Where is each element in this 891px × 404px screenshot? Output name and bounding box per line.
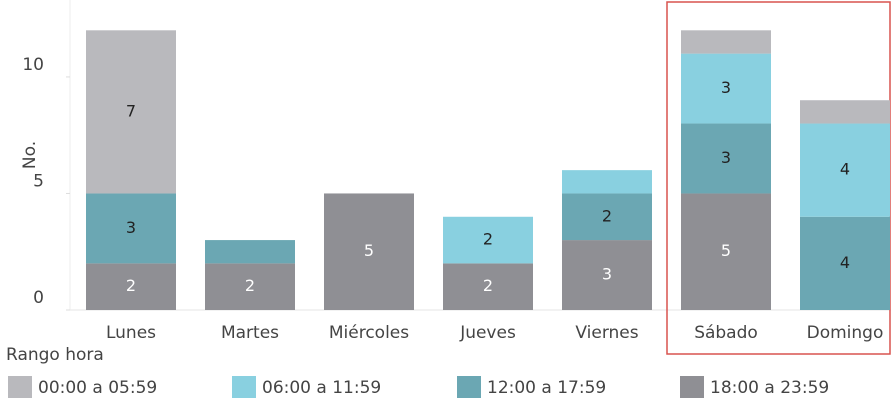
bar-segment bbox=[681, 193, 771, 310]
bar-segment bbox=[562, 240, 652, 310]
bar-segment bbox=[86, 263, 176, 310]
bar-segment bbox=[681, 53, 771, 124]
bar-segment bbox=[86, 193, 176, 264]
legend-swatch bbox=[232, 376, 256, 398]
bar-segment bbox=[681, 30, 771, 54]
legend-swatch bbox=[457, 376, 481, 398]
x-tick-label: Sábado bbox=[694, 323, 758, 343]
bar-segment bbox=[443, 263, 533, 310]
x-tick-label: Martes bbox=[221, 323, 279, 343]
data-label: 5 bbox=[364, 241, 374, 260]
bar-segment bbox=[86, 30, 176, 194]
bar-segment bbox=[324, 193, 414, 310]
legend-label: 00:00 a 05:59 bbox=[38, 378, 157, 398]
data-label: 3 bbox=[721, 148, 731, 167]
bar-segment bbox=[800, 216, 890, 310]
bar-segment bbox=[205, 263, 295, 310]
data-label: 2 bbox=[126, 276, 136, 295]
bar-segment bbox=[562, 193, 652, 241]
y-tick-label: 5 bbox=[33, 171, 44, 191]
y-tick-label: 10 bbox=[22, 55, 44, 75]
bar-segment bbox=[205, 240, 295, 264]
bar-segment bbox=[800, 100, 890, 124]
x-tick-label: Viernes bbox=[575, 323, 638, 343]
x-tick-label: Miércoles bbox=[329, 323, 409, 343]
data-label: 3 bbox=[126, 218, 136, 237]
bar-segment bbox=[443, 216, 533, 264]
legend-swatch bbox=[680, 376, 704, 398]
x-tick-label: Domingo bbox=[807, 323, 884, 343]
y-axis-label: No. bbox=[20, 141, 40, 169]
data-label: 3 bbox=[721, 78, 731, 97]
legend-swatch bbox=[8, 376, 32, 398]
data-label: 3 bbox=[602, 265, 612, 284]
data-label: 2 bbox=[483, 276, 493, 295]
legend-title: Rango hora bbox=[6, 345, 104, 365]
legend-label: 18:00 a 23:59 bbox=[710, 378, 829, 398]
legend-label: 12:00 a 17:59 bbox=[487, 378, 606, 398]
bar-segment bbox=[681, 123, 771, 194]
x-tick-label: Jueves bbox=[459, 323, 516, 343]
data-label: 4 bbox=[840, 160, 850, 179]
data-label: 5 bbox=[721, 241, 731, 260]
data-label: 7 bbox=[126, 101, 136, 120]
y-tick-label: 0 bbox=[33, 288, 44, 308]
legend-label: 06:00 a 11:59 bbox=[262, 378, 381, 398]
x-tick-label: Lunes bbox=[106, 323, 156, 343]
data-label: 2 bbox=[483, 230, 493, 249]
data-label: 4 bbox=[840, 253, 850, 272]
data-label: 2 bbox=[245, 276, 255, 295]
data-label: 2 bbox=[602, 206, 612, 225]
bar-segment bbox=[562, 170, 652, 194]
bar-segment bbox=[800, 123, 890, 217]
